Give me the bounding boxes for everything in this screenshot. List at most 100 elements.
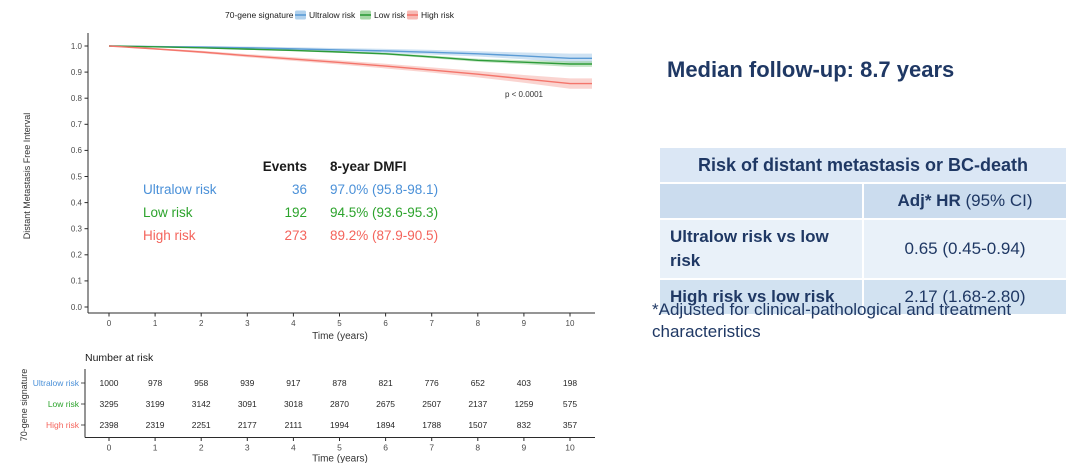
x-tick-label: 9 (522, 319, 527, 328)
at-risk-x-tick-label: 10 (565, 443, 575, 453)
x-tick-label: 8 (476, 319, 481, 328)
at-risk-count: 198 (563, 378, 577, 388)
at-risk-count: 652 (471, 378, 485, 388)
at-risk-count: 3018 (284, 399, 303, 409)
hr-row-value: 0.65 (0.45-0.94) (862, 218, 1068, 280)
at-risk-x-tick-label: 3 (245, 443, 250, 453)
at-risk-count: 403 (517, 378, 531, 388)
at-risk-row-label: Low risk (48, 399, 80, 409)
confidence-band (109, 46, 592, 67)
at-risk-count: 1000 (100, 378, 119, 388)
at-risk-x-tick-label: 5 (337, 443, 342, 453)
x-tick-label: 0 (107, 319, 112, 328)
legend-item-low-risk: Low risk (360, 10, 406, 20)
x-tick-label: 7 (429, 319, 434, 328)
legend-title: 70-gene signature (225, 10, 294, 20)
events-header: Events (263, 159, 307, 174)
hr-table-header-row: Adj* HR (95% CI) (658, 182, 1068, 220)
y-tick-label: 0.3 (71, 225, 83, 234)
hazard-ratio-table: Risk of distant metastasis or BC-death A… (658, 146, 1068, 316)
annotation-dmfi-value: 97.0% (95.8-98.1) (330, 182, 438, 197)
number-at-risk-table: Number at risk 70-gene signature Ultralow … (19, 352, 595, 463)
y-tick-label: 0.0 (71, 303, 83, 312)
confidence-band (109, 46, 592, 89)
at-risk-count: 978 (148, 378, 162, 388)
annotation-events-value: 36 (292, 182, 307, 197)
at-risk-count: 2177 (238, 420, 257, 430)
hr-table-empty-cell (658, 182, 864, 220)
x-tick-label: 1 (153, 319, 158, 328)
at-risk-count: 2137 (468, 399, 487, 409)
x-tick-label: 4 (291, 319, 296, 328)
legend-item-ultralow-risk: Ultralow risk (295, 10, 356, 20)
y-tick-label: 0.7 (71, 120, 83, 129)
number-at-risk-title: Number at risk (85, 352, 154, 364)
hr-row-label: Ultralow risk vs low risk (658, 218, 864, 280)
adjustment-footnote: *Adjusted for clinical-pathological and … (652, 300, 1012, 341)
y-tick-label: 0.8 (71, 94, 83, 103)
at-risk-count: 357 (563, 420, 577, 430)
y-tick-label: 1.0 (71, 42, 83, 51)
legend-label: High risk (421, 10, 455, 20)
annotation-events-value: 273 (284, 228, 307, 243)
x-axis-title: Time (years) (312, 331, 368, 342)
y-tick-label: 0.4 (71, 198, 83, 207)
at-risk-axis-title: 70-gene signature (19, 369, 29, 442)
summary-panel: Median follow-up: 8.7 years Risk of dist… (640, 0, 1080, 463)
x-tick-label: 5 (337, 319, 342, 328)
annotation-dmfi-value: 94.5% (93.6-95.3) (330, 205, 438, 220)
p-value-annotation: p < 0.0001 (505, 90, 544, 99)
at-risk-x-tick-label: 4 (291, 443, 296, 453)
at-risk-count: 3199 (146, 399, 165, 409)
hr-table-title: Risk of distant metastasis or BC-death (658, 146, 1068, 184)
at-risk-count: 1894 (376, 420, 395, 430)
at-risk-count: 1994 (330, 420, 349, 430)
legend-label: Low risk (374, 10, 406, 20)
hr-table-title-row: Risk of distant metastasis or BC-death (658, 146, 1068, 184)
km-curve-high-risk (108, 45, 592, 89)
at-risk-count: 2870 (330, 399, 349, 409)
annotation-series-label: Low risk (143, 205, 193, 220)
x-tick-label: 6 (383, 319, 388, 328)
x-tick-label: 3 (245, 319, 250, 328)
x-tick-label: 2 (199, 319, 204, 328)
at-risk-count: 2398 (100, 420, 119, 430)
at-risk-count: 1788 (422, 420, 441, 430)
at-risk-count: 776 (425, 378, 439, 388)
survival-line (108, 45, 592, 65)
at-risk-x-tick-label: 6 (383, 443, 388, 453)
hr-col-header-bold: Adj* HR (897, 191, 961, 210)
hr-row-high-vs-low: High risk vs low risk 2.17 (1.68-2.80) (658, 278, 1068, 316)
y-tick-label: 0.9 (71, 68, 83, 77)
at-risk-x-tick-label: 8 (475, 443, 480, 453)
at-risk-x-tick-label: 7 (429, 443, 434, 453)
y-tick-label: 0.5 (71, 172, 83, 181)
hr-row-ultralow-vs-low: Ultralow risk vs low risk 0.65 (0.45-0.9… (658, 218, 1068, 280)
at-risk-count: 821 (379, 378, 393, 388)
hr-row-label: High risk vs low risk (658, 278, 864, 316)
at-risk-count: 1259 (514, 399, 533, 409)
hr-table-col-header: Adj* HR (95% CI) (862, 182, 1068, 220)
at-risk-count: 3091 (238, 399, 257, 409)
at-risk-count: 2251 (192, 420, 211, 430)
at-risk-x-tick-label: 9 (522, 443, 527, 453)
events-dmfi-annotation: Events 8-year DMFI Ultralow risk 36 97.0% (9… (143, 159, 438, 243)
at-risk-count: 575 (563, 399, 577, 409)
km-survival-chart: 70-gene signature Ultralow risk Low risk Hi… (19, 10, 595, 463)
at-risk-row-label: High risk (46, 420, 80, 430)
legend-item-high-risk: High risk (407, 10, 455, 20)
at-risk-count: 2319 (146, 420, 165, 430)
at-risk-x-tick-label: 1 (153, 443, 158, 453)
y-axis: 1.0 0.9 0.8 0.7 0.6 0.5 0.4 0.3 0.2 0.1 0.0 Distant… (22, 33, 89, 313)
annotation-series-label: Ultralow risk (143, 182, 217, 197)
y-tick-label: 0.2 (71, 251, 83, 260)
dmfi-header: 8-year DMFI (330, 159, 407, 174)
at-risk-count: 958 (194, 378, 208, 388)
at-risk-row-label: Ultralow risk (33, 378, 80, 388)
y-tick-label: 0.1 (71, 277, 83, 286)
chart-legend: 70-gene signature Ultralow risk Low risk Hi… (225, 10, 455, 20)
at-risk-x-tick-label: 0 (107, 443, 112, 453)
y-tick-label: 0.6 (71, 146, 83, 155)
at-risk-count: 3142 (192, 399, 211, 409)
annotation-events-value: 192 (284, 205, 307, 220)
